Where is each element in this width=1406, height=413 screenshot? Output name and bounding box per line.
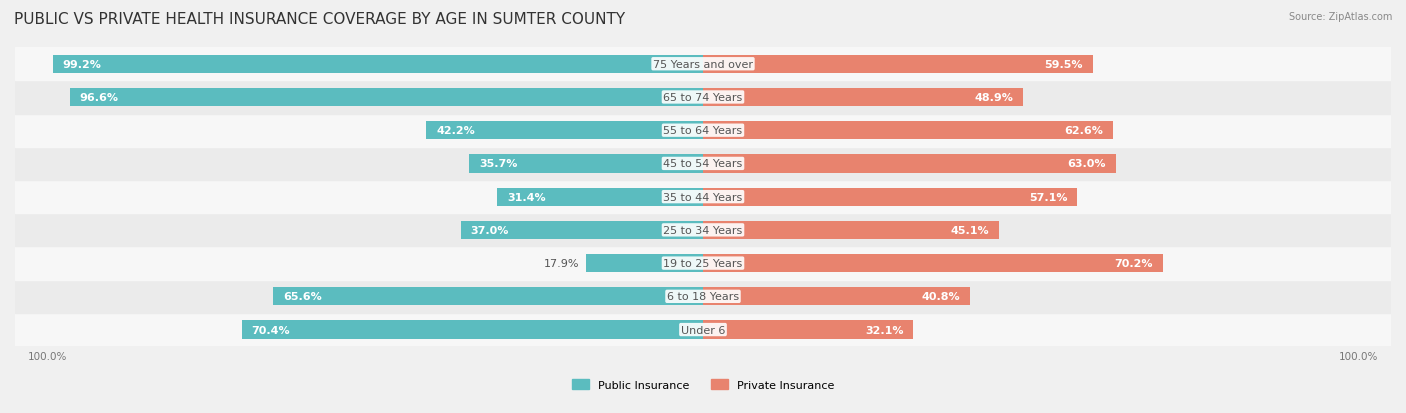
- Text: 70.4%: 70.4%: [252, 325, 290, 335]
- Bar: [53, 55, 703, 74]
- Bar: [703, 89, 1024, 107]
- Text: 45 to 54 Years: 45 to 54 Years: [664, 159, 742, 169]
- Text: 40.8%: 40.8%: [922, 292, 960, 301]
- Bar: [703, 287, 970, 306]
- Text: 55 to 64 Years: 55 to 64 Years: [664, 126, 742, 136]
- Text: Under 6: Under 6: [681, 325, 725, 335]
- Text: 75 Years and over: 75 Years and over: [652, 59, 754, 69]
- Bar: [461, 221, 703, 240]
- Text: 25 to 34 Years: 25 to 34 Years: [664, 225, 742, 235]
- Text: 37.0%: 37.0%: [471, 225, 509, 235]
- Text: 19 to 25 Years: 19 to 25 Years: [664, 259, 742, 268]
- Text: 70.2%: 70.2%: [1115, 259, 1153, 268]
- Bar: [15, 180, 1391, 214]
- Bar: [498, 188, 703, 206]
- Bar: [703, 320, 914, 339]
- Text: PUBLIC VS PRIVATE HEALTH INSURANCE COVERAGE BY AGE IN SUMTER COUNTY: PUBLIC VS PRIVATE HEALTH INSURANCE COVER…: [14, 12, 626, 27]
- Bar: [703, 55, 1092, 74]
- Bar: [703, 188, 1077, 206]
- Bar: [15, 81, 1391, 114]
- Bar: [15, 313, 1391, 347]
- Text: 6 to 18 Years: 6 to 18 Years: [666, 292, 740, 301]
- Text: 63.0%: 63.0%: [1067, 159, 1107, 169]
- Bar: [703, 155, 1116, 173]
- Text: 35.7%: 35.7%: [479, 159, 517, 169]
- Text: 57.1%: 57.1%: [1029, 192, 1067, 202]
- Text: 32.1%: 32.1%: [865, 325, 904, 335]
- Bar: [703, 122, 1114, 140]
- Bar: [242, 320, 703, 339]
- Text: 59.5%: 59.5%: [1045, 59, 1083, 69]
- Bar: [15, 247, 1391, 280]
- Legend: Public Insurance, Private Insurance: Public Insurance, Private Insurance: [568, 375, 838, 394]
- Bar: [15, 280, 1391, 313]
- Bar: [70, 89, 703, 107]
- Text: Source: ZipAtlas.com: Source: ZipAtlas.com: [1288, 12, 1392, 22]
- Bar: [426, 122, 703, 140]
- Text: 35 to 44 Years: 35 to 44 Years: [664, 192, 742, 202]
- Bar: [586, 254, 703, 273]
- Bar: [703, 221, 998, 240]
- Text: 99.2%: 99.2%: [63, 59, 101, 69]
- Bar: [15, 114, 1391, 147]
- Text: 45.1%: 45.1%: [950, 225, 988, 235]
- Bar: [470, 155, 703, 173]
- Bar: [15, 214, 1391, 247]
- Text: 65 to 74 Years: 65 to 74 Years: [664, 93, 742, 103]
- Text: 31.4%: 31.4%: [508, 192, 546, 202]
- Text: 17.9%: 17.9%: [544, 259, 579, 268]
- Text: 65.6%: 65.6%: [283, 292, 322, 301]
- Text: 96.6%: 96.6%: [80, 93, 120, 103]
- Bar: [15, 147, 1391, 180]
- Bar: [273, 287, 703, 306]
- Text: 62.6%: 62.6%: [1064, 126, 1104, 136]
- Bar: [703, 254, 1163, 273]
- Text: 48.9%: 48.9%: [974, 93, 1014, 103]
- Bar: [15, 48, 1391, 81]
- Text: 42.2%: 42.2%: [436, 126, 475, 136]
